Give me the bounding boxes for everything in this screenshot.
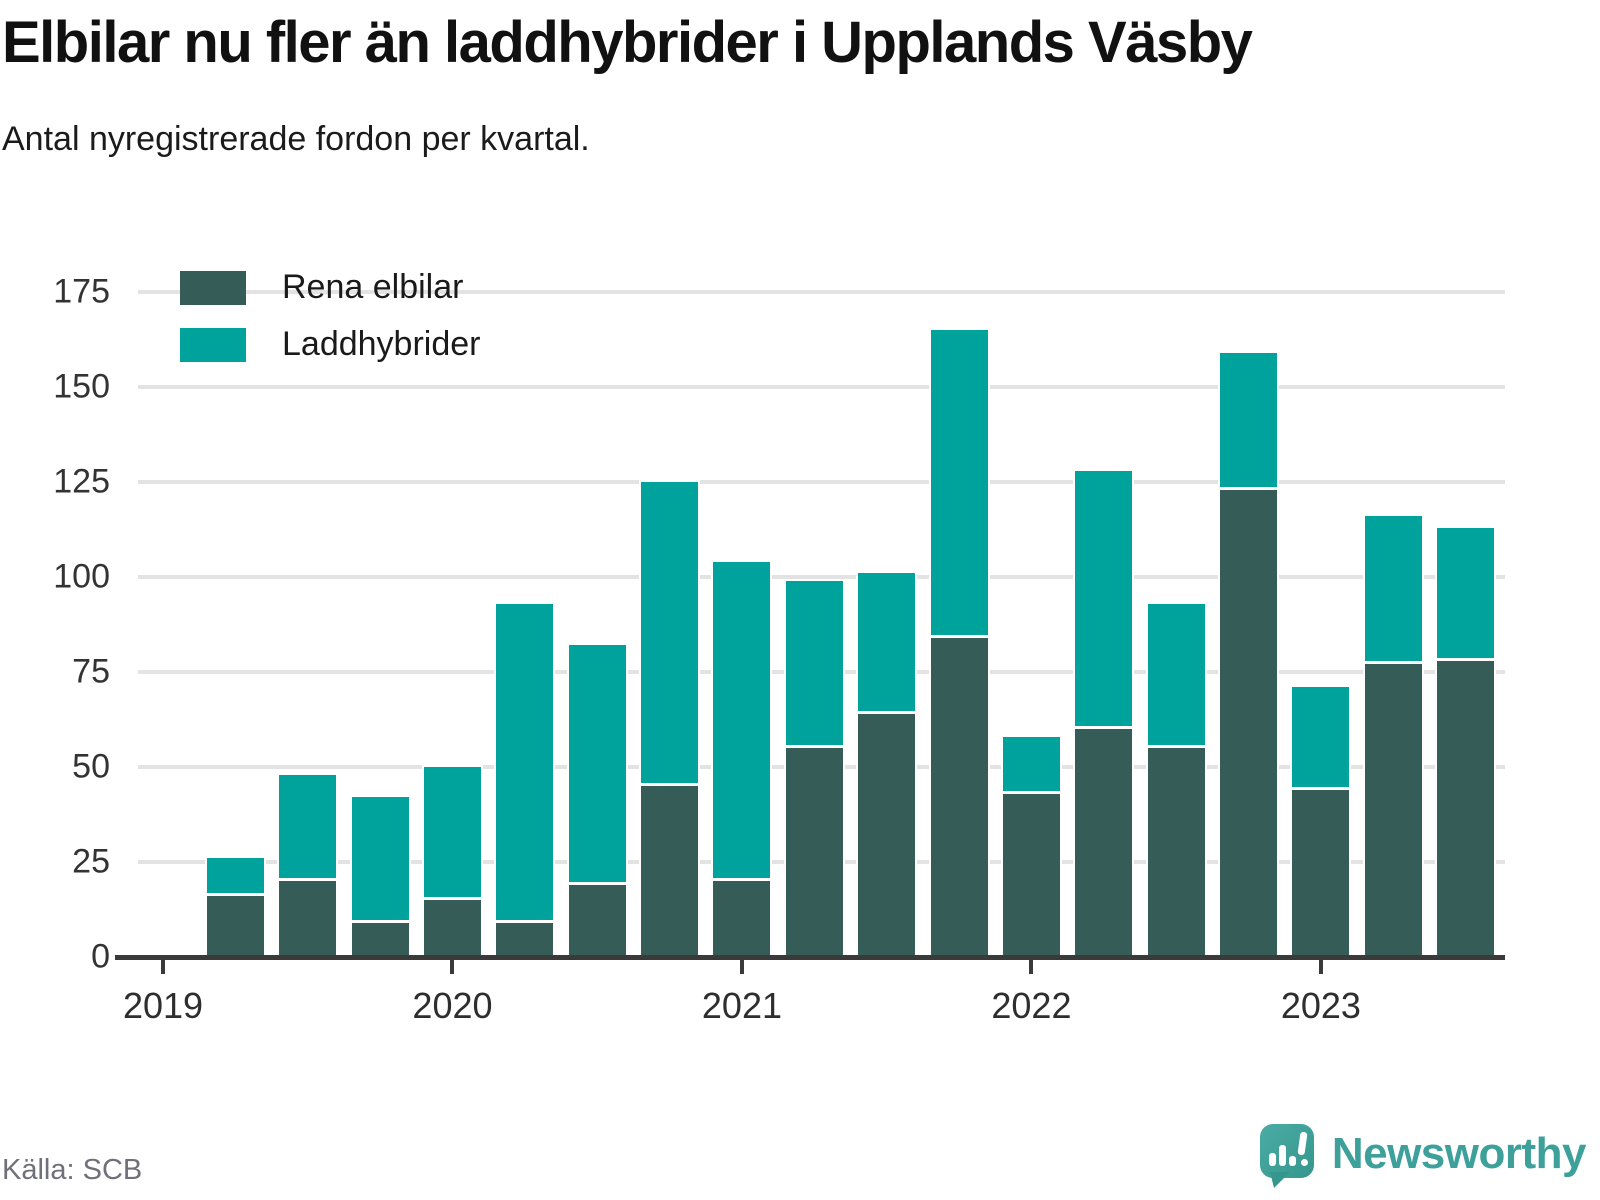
- y-tick-label-25: 25: [72, 842, 110, 881]
- bar-segment-elbilar-2022-Q2: [1075, 729, 1132, 957]
- legend-swatch-elbilar: [180, 270, 246, 305]
- y-tick-label-175: 175: [53, 272, 110, 311]
- gridline-100: [138, 575, 1505, 579]
- logo-bubble-tail: [1269, 1172, 1290, 1188]
- x-tick-2019: [161, 960, 165, 974]
- brand-footer: Newsworthy: [1259, 1118, 1587, 1190]
- x-tick-2021: [739, 960, 744, 974]
- logo-chart-bar: [1278, 1145, 1286, 1166]
- bar-segment-elbilar-2020-Q4: [641, 786, 698, 957]
- bar-segment-elbilar-2023-Q3: [1437, 660, 1494, 957]
- bar-segment-hybrider-2019-Q4: [352, 797, 409, 920]
- x-tick-label-2021: 2021: [701, 985, 782, 1026]
- bar-segment-hybrider-2020-Q2: [496, 603, 553, 920]
- bar-segment-hybrider-2023-Q1: [1292, 687, 1349, 787]
- bar-segment-hybrider-2020-Q4: [641, 482, 698, 783]
- gridline-150: [138, 385, 1505, 389]
- bar-segment-elbilar-2019-Q3: [279, 881, 336, 957]
- y-tick-label-125: 125: [53, 462, 110, 501]
- source-note: Källa: SCB: [2, 1154, 143, 1186]
- bar-segment-elbilar-2022-Q1: [1003, 793, 1060, 957]
- bar-segment-elbilar-2022-Q4: [1220, 489, 1277, 957]
- bar-segment-elbilar-2021-Q3: [858, 713, 915, 957]
- legend-item-hybrider: Laddhybrider: [180, 325, 480, 364]
- bar-segment-elbilar-2022-Q3: [1148, 748, 1205, 957]
- y-tick-label-0: 0: [91, 937, 110, 976]
- chart-subtitle: Antal nyregistrerade fordon per kvartal.: [2, 120, 590, 158]
- gridline-175: [138, 290, 1505, 294]
- bar-segment-elbilar-2023-Q2: [1365, 664, 1422, 957]
- bar-segment-hybrider-2021-Q3: [858, 573, 915, 711]
- legend-item-elbilar: Rena elbilar: [180, 268, 480, 307]
- bar-segment-elbilar-2020-Q2: [496, 922, 553, 957]
- bar-segment-hybrider-2021-Q1: [713, 561, 770, 878]
- bar-segment-elbilar-2021-Q2: [786, 748, 843, 957]
- bar-segment-hybrider-2019-Q2: [207, 858, 264, 894]
- bar-segment-elbilar-2019-Q2: [207, 896, 264, 957]
- bar-segment-elbilar-2021-Q4: [931, 637, 988, 957]
- bar-segment-hybrider-2022-Q3: [1148, 603, 1205, 745]
- y-tick-label-150: 150: [53, 367, 110, 406]
- bar-segment-hybrider-2020-Q1: [424, 767, 481, 897]
- bar-segment-hybrider-2022-Q1: [1003, 736, 1060, 791]
- bar-segment-hybrider-2020-Q3: [569, 645, 626, 882]
- chart-title: Elbilar nu fler än laddhybrider i Upplan…: [2, 10, 1253, 75]
- legend-label-elbilar: Rena elbilar: [282, 268, 464, 306]
- legend: Rena elbilar Laddhybrider: [180, 268, 480, 382]
- bar-segment-elbilar-2023-Q1: [1292, 789, 1349, 957]
- bar-segment-elbilar-2019-Q4: [352, 922, 409, 957]
- x-tick-2022: [1029, 960, 1034, 974]
- bar-segment-hybrider-2023-Q3: [1437, 527, 1494, 658]
- logo-chart-bar: [1268, 1153, 1276, 1166]
- bar-segment-hybrider-2021-Q2: [786, 580, 843, 745]
- bar-segment-hybrider-2022-Q2: [1075, 470, 1132, 726]
- bar-segment-elbilar-2021-Q1: [713, 881, 770, 957]
- y-tick-label-100: 100: [53, 557, 110, 596]
- x-tick-2023: [1318, 960, 1323, 974]
- x-tick-label-2023: 2023: [1280, 985, 1361, 1026]
- x-tick-label-2022: 2022: [991, 985, 1072, 1026]
- y-tick-label-75: 75: [72, 652, 110, 691]
- x-tick-label-2020: 2020: [412, 985, 493, 1026]
- brand-name: Newsworthy: [1331, 1129, 1587, 1178]
- x-axis-line: [115, 955, 1505, 960]
- legend-label-hybrider: Laddhybrider: [282, 325, 481, 363]
- bar-segment-elbilar-2020-Q3: [569, 884, 626, 957]
- y-tick-label-50: 50: [72, 747, 110, 786]
- plot-area: 0 25 50 75 100 125 150 175 2019 2020 2021 2022 2023: [53, 272, 1505, 1026]
- bar-segment-hybrider-2021-Q4: [931, 330, 988, 635]
- bar-segment-elbilar-2020-Q1: [424, 900, 481, 957]
- legend-swatch-hybrider: [180, 327, 246, 362]
- newsworthy-logo-icon: [1259, 1118, 1316, 1190]
- logo-chart-bar: [1288, 1156, 1296, 1166]
- bar-segment-hybrider-2022-Q4: [1220, 352, 1277, 487]
- x-tick-2020: [450, 960, 455, 974]
- bar-segment-hybrider-2023-Q2: [1365, 516, 1422, 662]
- x-tick-label-2019: 2019: [122, 985, 204, 1026]
- gridline-125: [138, 480, 1505, 484]
- bar-segment-hybrider-2019-Q3: [279, 774, 336, 878]
